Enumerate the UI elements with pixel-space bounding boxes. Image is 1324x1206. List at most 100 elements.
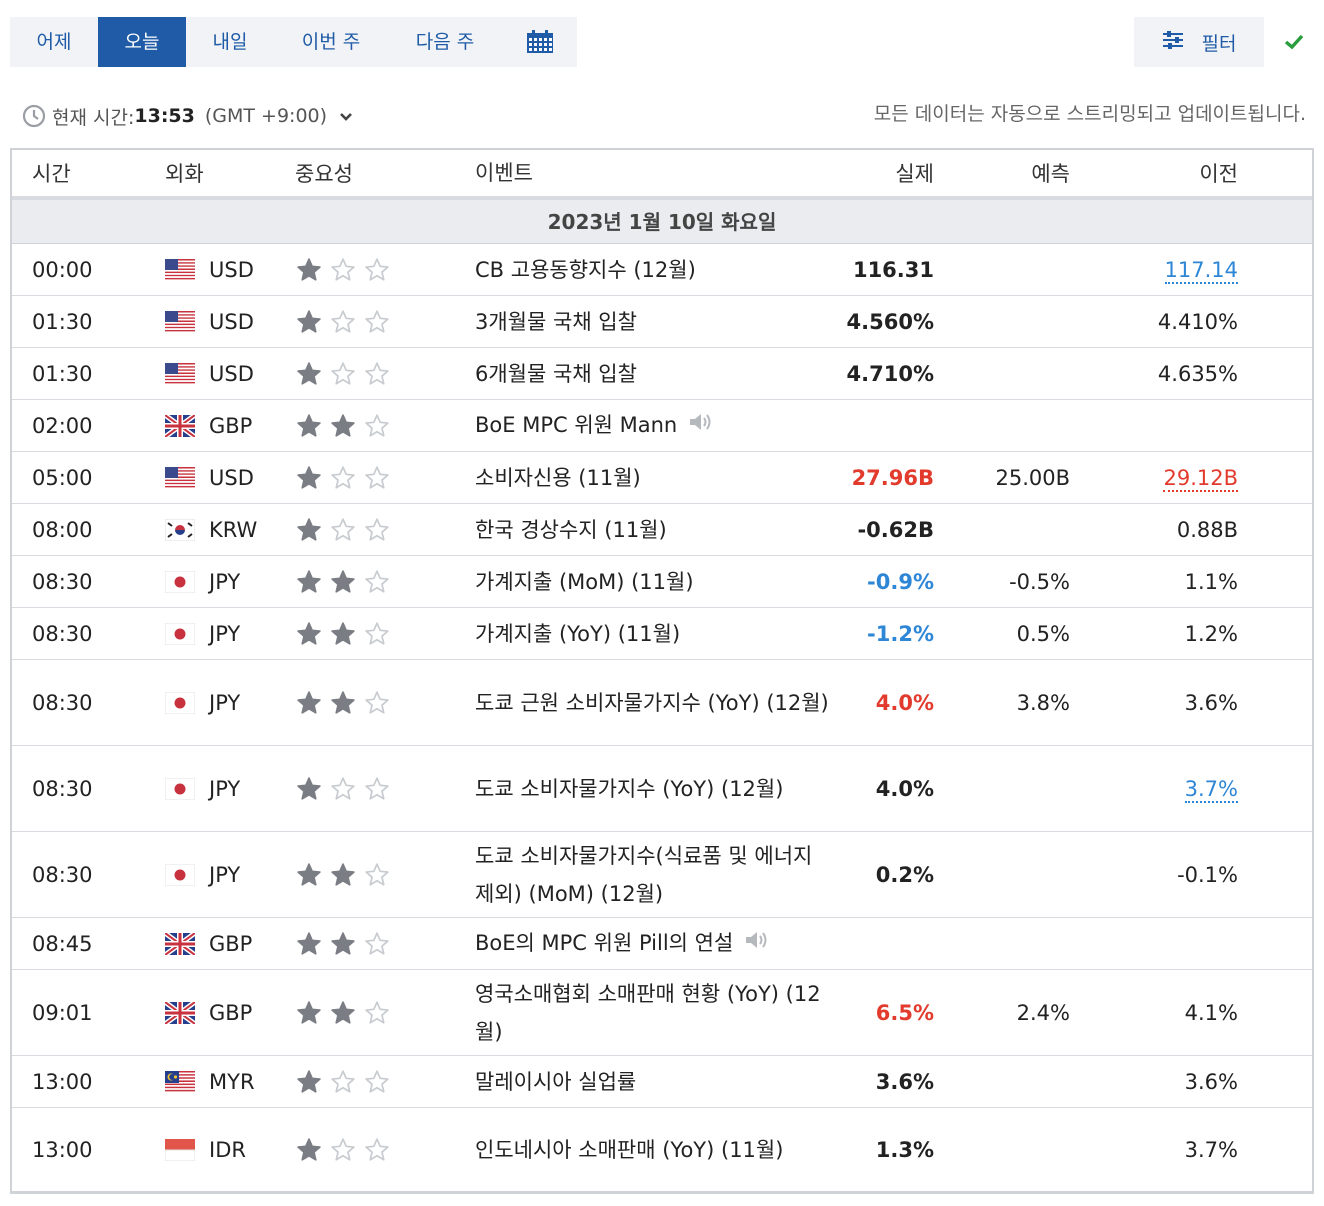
checkmark-icon[interactable] — [1276, 22, 1312, 62]
importance-stars — [295, 621, 473, 647]
tab-0[interactable]: 어제 — [36, 31, 72, 53]
star-empty-icon — [363, 862, 391, 888]
event-name[interactable]: 도쿄 근원 소비자물가지수 (YoY) (12월) — [475, 690, 829, 715]
previous-cell: 29.12B — [1070, 465, 1238, 492]
col-actual: 실제 — [895, 162, 934, 186]
event-name[interactable]: 가계지출 (MoM) (11월) — [475, 569, 694, 594]
event-name[interactable]: 말레이시아 실업률 — [475, 1069, 637, 1094]
previous-cell: 4.1% — [1070, 1001, 1238, 1025]
event-name[interactable]: 한국 경상수지 (11월) — [475, 517, 667, 542]
forecast-value: 3.8% — [1016, 690, 1070, 715]
tab-3[interactable]: 이번 주 — [301, 31, 361, 53]
previous-value: 3.7% — [1184, 1137, 1238, 1162]
event-name-cell[interactable]: 도쿄 소비자물가지수 (YoY) (12월) — [473, 770, 838, 808]
star-filled-icon — [329, 569, 357, 595]
previous-value: 0.88B — [1176, 517, 1238, 542]
table-row[interactable]: 08:30 JPY 가계지출 (MoM) (11월) -0.9% -0.5% 1.1% — [12, 556, 1312, 608]
current-time-bar[interactable]: 현재 시간: 13:53 (GMT +9:00) — [22, 100, 353, 132]
event-name-cell[interactable]: 가계지출 (YoY) (11월) — [473, 615, 838, 653]
timezone-value: (GMT +9:00) — [204, 105, 328, 127]
event-time: 08:30 — [32, 862, 93, 887]
event-time: 08:45 — [32, 931, 93, 956]
currency-code: JPY — [209, 621, 241, 646]
previous-value[interactable]: 117.14 — [1164, 257, 1238, 284]
star-empty-icon — [363, 517, 391, 543]
event-name-cell[interactable]: 인도네시아 소매판매 (YoY) (11월) — [473, 1131, 838, 1169]
chevron-down-icon[interactable] — [339, 105, 353, 127]
event-name-cell[interactable]: 도쿄 소비자물가지수(식료품 및 에너지 제외) (MoM) (12월) — [473, 837, 838, 913]
previous-value[interactable]: 29.12B — [1163, 465, 1238, 492]
table-body: 00:00 USD CB 고용동향지수 (12월) 116.31 117.14 01:30… — [12, 244, 1312, 1194]
event-name[interactable]: 도쿄 소비자물가지수(식료품 및 에너지 제외) (MoM) (12월) — [475, 843, 813, 906]
event-name-cell[interactable]: BoE의 MPC 위원 Pill의 연설 — [473, 924, 838, 963]
actual-value: 116.31 — [852, 257, 934, 282]
star-empty-icon — [363, 569, 391, 595]
star-empty-icon — [329, 257, 357, 283]
event-name[interactable]: BoE의 MPC 위원 Pill의 연설 — [475, 931, 734, 955]
table-row[interactable]: 08:45 GBP BoE의 MPC 위원 Pill의 연설 — [12, 918, 1312, 970]
star-filled-icon — [329, 413, 357, 439]
event-name-cell[interactable]: 한국 경상수지 (11월) — [473, 511, 838, 549]
event-name-cell[interactable]: 3개월물 국채 입찰 — [473, 303, 838, 341]
actual-value: 4.710% — [846, 361, 934, 386]
event-name[interactable]: BoE MPC 위원 Mann — [475, 413, 678, 437]
event-name[interactable]: 영국소매협회 소매판매 현황 (YoY) (12월) — [475, 981, 821, 1044]
tab-1[interactable]: 오늘 — [98, 17, 186, 67]
event-name-cell[interactable]: 가계지출 (MoM) (11월) — [473, 563, 838, 601]
table-row[interactable]: 00:00 USD CB 고용동향지수 (12월) 116.31 117.14 — [12, 244, 1312, 296]
importance-stars — [295, 465, 473, 491]
event-time: 13:00 — [32, 1137, 93, 1162]
event-time: 09:01 — [32, 1000, 93, 1025]
previous-value: 4.635% — [1157, 361, 1238, 386]
table-row[interactable]: 09:01 GBP 영국소매협회 소매판매 현황 (YoY) (12월) 6.5% 2.… — [12, 970, 1312, 1056]
col-event: 이벤트 — [475, 161, 533, 185]
table-row[interactable]: 01:30 USD 3개월물 국채 입찰 4.560% 4.410% — [12, 296, 1312, 348]
calendar-icon[interactable] — [502, 17, 577, 67]
event-name[interactable]: 인도네시아 소매판매 (YoY) (11월) — [475, 1137, 784, 1162]
previous-cell: 3.7% — [1070, 776, 1238, 803]
event-name-cell[interactable]: 도쿄 근원 소비자물가지수 (YoY) (12월) — [473, 684, 838, 722]
table-row[interactable]: 08:30 JPY 가계지출 (YoY) (11월) -1.2% 0.5% 1.2% — [12, 608, 1312, 660]
date-tabs: 어제 오늘 내일 이번 주 다음 주 — [10, 17, 577, 67]
event-name[interactable]: 도쿄 소비자물가지수 (YoY) (12월) — [475, 776, 784, 801]
previous-value: 3.6% — [1184, 690, 1238, 715]
previous-cell: -0.1% — [1070, 863, 1238, 887]
table-row[interactable]: 08:30 JPY 도쿄 근원 소비자물가지수 (YoY) (12월) 4.0% 3.8… — [12, 660, 1312, 746]
previous-value[interactable]: 3.7% — [1184, 776, 1238, 803]
star-filled-icon — [295, 361, 323, 387]
tab-4[interactable]: 다음 주 — [415, 31, 475, 53]
previous-value: -0.1% — [1177, 862, 1238, 887]
event-name[interactable]: 소비자신용 (11월) — [475, 465, 641, 490]
event-time: 08:30 — [32, 621, 93, 646]
previous-value: 1.2% — [1184, 621, 1238, 646]
event-time: 08:30 — [32, 569, 93, 594]
event-name-cell[interactable]: 6개월물 국채 입찰 — [473, 355, 838, 393]
event-name[interactable]: 6개월물 국채 입찰 — [475, 361, 637, 386]
event-time: 01:30 — [32, 309, 93, 334]
event-name[interactable]: 3개월물 국채 입찰 — [475, 309, 637, 334]
filter-button[interactable]: 필터 — [1134, 17, 1264, 67]
forecast-value: 2.4% — [1016, 1000, 1070, 1025]
table-row[interactable]: 05:00 USD 소비자신용 (11월) 27.96B 25.00B 29.12B — [12, 452, 1312, 504]
table-row[interactable]: 01:30 USD 6개월물 국채 입찰 4.710% 4.635% — [12, 348, 1312, 400]
table-row[interactable]: 13:00 MYR 말레이시아 실업률 3.6% 3.6% — [12, 1056, 1312, 1108]
previous-cell: 4.635% — [1070, 362, 1238, 386]
previous-value: 3.6% — [1184, 1069, 1238, 1094]
event-name-cell[interactable]: 말레이시아 실업률 — [473, 1063, 838, 1101]
event-name-cell[interactable]: CB 고용동향지수 (12월) — [473, 251, 838, 289]
table-row[interactable]: 08:30 JPY 도쿄 소비자물가지수 (YoY) (12월) 4.0% 3.7% — [12, 746, 1312, 832]
event-name-cell[interactable]: 영국소매협회 소매판매 현황 (YoY) (12월) — [473, 975, 838, 1051]
currency-cell: JPY — [165, 863, 295, 887]
col-currency: 외화 — [165, 162, 204, 186]
tab-2[interactable]: 내일 — [212, 31, 248, 53]
event-name[interactable]: 가계지출 (YoY) (11월) — [475, 621, 681, 646]
event-name[interactable]: CB 고용동향지수 (12월) — [475, 257, 696, 282]
event-name-cell[interactable]: 소비자신용 (11월) — [473, 459, 838, 497]
table-row[interactable]: 08:30 JPY 도쿄 소비자물가지수(식료품 및 에너지 제외) (MoM) (… — [12, 832, 1312, 918]
event-name-cell[interactable]: BoE MPC 위원 Mann — [473, 406, 838, 445]
previous-cell: 4.410% — [1070, 310, 1238, 334]
actual-value: 0.2% — [875, 862, 934, 887]
table-row[interactable]: 02:00 GBP BoE MPC 위원 Mann — [12, 400, 1312, 452]
table-row[interactable]: 08:00 KRW 한국 경상수지 (11월) -0.62B 0.88B — [12, 504, 1312, 556]
table-row[interactable]: 13:00 IDR 인도네시아 소매판매 (YoY) (11월) 1.3% 3.7% — [12, 1108, 1312, 1194]
